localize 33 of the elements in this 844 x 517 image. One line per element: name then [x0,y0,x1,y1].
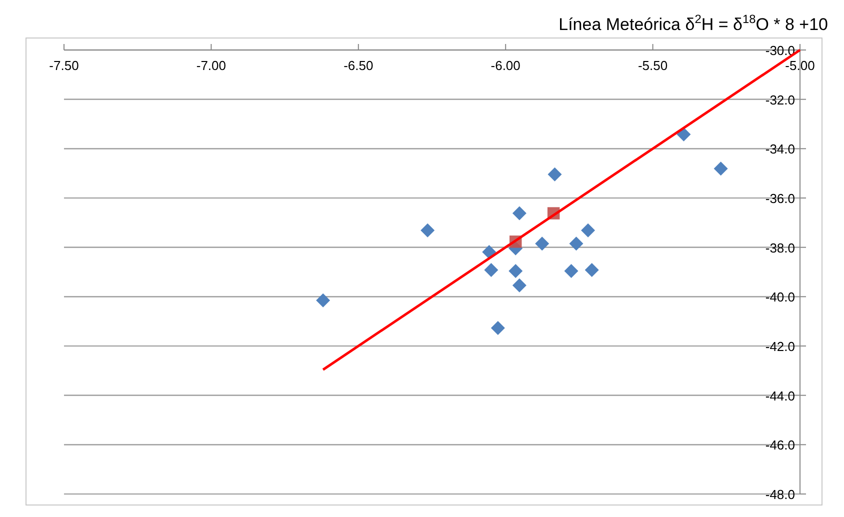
x-tick-label: -7.00 [196,58,226,73]
y-tick-label: -38.0 [765,240,795,256]
point [564,264,578,278]
point [569,236,584,251]
chart-title: Línea Meteórica δ$^{2}$H = δ$^{18}$O * 8 +10 [558,12,828,34]
point [512,278,526,292]
point [714,162,728,176]
point [316,293,330,308]
y-tick-label: -30.0 [765,43,795,58]
y-tick-label: -46.0 [765,438,795,453]
point [548,167,562,182]
point [490,320,505,335]
point [676,127,691,142]
y-tick-label: -36.0 [765,191,795,206]
point [420,223,435,238]
x-tick-label: -5.50 [638,58,668,73]
x-tick-label: -6.50 [344,58,374,73]
point [484,263,498,278]
point [508,264,523,278]
y-tick-label: -42.0 [765,339,795,354]
y-tick-label: -44.0 [765,388,795,404]
point [482,245,496,260]
point [584,263,599,278]
y-tick-label: -40.0 [765,290,795,305]
y-tick-label: -34.0 [765,142,795,157]
x-tick-label: -7.50 [49,58,79,73]
x-tick-label: -5.00 [785,58,815,73]
point [512,206,526,220]
x-tick-label: -6.00 [490,58,520,73]
y-tick-label: -48.0 [765,487,795,502]
point [535,236,550,251]
y-tick-label: -32.0 [765,92,795,108]
point [581,223,596,238]
